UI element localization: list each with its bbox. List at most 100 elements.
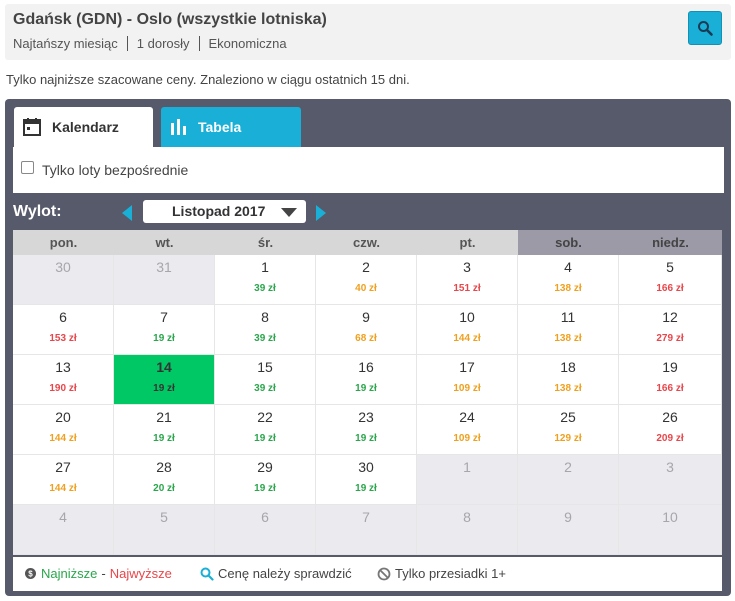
calendar-day[interactable]: 4 138 zł xyxy=(518,255,619,305)
search-icon xyxy=(200,567,214,581)
day-number: 13 xyxy=(55,359,71,375)
day-price: 19 zł xyxy=(153,433,175,444)
day-number: 23 xyxy=(358,409,374,425)
calendar-day[interactable]: 28 20 zł xyxy=(114,455,215,505)
calendar-day: 6 xyxy=(215,505,316,555)
day-number: 7 xyxy=(362,509,370,525)
day-price: 144 zł xyxy=(49,483,77,494)
filter-box: Tylko loty bezpośrednie xyxy=(13,147,724,193)
calendar-day: 2 xyxy=(518,455,619,505)
tab-calendar[interactable]: Kalendarz xyxy=(14,107,153,147)
day-price: 19 zł xyxy=(254,433,276,444)
legend-separator: - xyxy=(101,566,106,581)
calendar-day: 10 xyxy=(619,505,722,555)
day-price: 151 zł xyxy=(453,283,481,294)
day-price: 144 zł xyxy=(49,433,77,444)
day-number: 20 xyxy=(55,409,71,425)
day-number: 28 xyxy=(156,459,172,475)
search-icon xyxy=(698,21,713,36)
calendar-day[interactable]: 3 151 zł xyxy=(417,255,518,305)
day-number: 25 xyxy=(560,409,576,425)
calendar-day[interactable]: 8 39 zł xyxy=(215,305,316,355)
day-number: 3 xyxy=(666,459,674,475)
direct-only-option[interactable]: Tylko loty bezpośrednie xyxy=(21,160,189,178)
route-title: Gdańsk (GDN) - Oslo (wszystkie lotniska) xyxy=(13,11,327,28)
calendar-day[interactable]: 12 279 zł xyxy=(619,305,722,355)
legend-lowest: Najniższe xyxy=(41,566,98,581)
day-number: 3 xyxy=(463,259,471,275)
calendar-day[interactable]: 22 19 zł xyxy=(215,405,316,455)
calendar-day[interactable]: 26 209 zł xyxy=(619,405,722,455)
calendar-day[interactable]: 24 109 zł xyxy=(417,405,518,455)
calendar-day[interactable]: 2 40 zł xyxy=(316,255,417,305)
day-number: 8 xyxy=(261,309,269,325)
day-number: 17 xyxy=(459,359,475,375)
legend-check-price-label: Cenę należy sprawdzić xyxy=(218,566,352,581)
day-price: 39 zł xyxy=(254,283,276,294)
day-price: 109 zł xyxy=(453,383,481,394)
calendar-day[interactable]: 10 144 zł xyxy=(417,305,518,355)
svg-text:$: $ xyxy=(28,570,33,579)
month-select[interactable]: Listopad 2017 xyxy=(143,200,306,223)
calendar-day[interactable]: 18 138 zł xyxy=(518,355,619,405)
bar-chart-icon xyxy=(171,119,186,135)
day-price: 39 zł xyxy=(254,383,276,394)
day-price: 19 zł xyxy=(254,483,276,494)
price-calendar-panel: Kalendarz Tabela Tylko loty bezpośrednie… xyxy=(5,99,731,596)
day-number: 14 xyxy=(156,359,172,375)
search-button[interactable] xyxy=(688,11,722,45)
calendar-day: 7 xyxy=(316,505,417,555)
day-number: 4 xyxy=(564,259,572,275)
legend-stops-only-label: Tylko przesiadki 1+ xyxy=(395,566,506,581)
day-price: 19 zł xyxy=(153,333,175,344)
previous-month-arrow-icon[interactable] xyxy=(122,205,132,221)
calendar-day[interactable]: 5 166 zł xyxy=(619,255,722,305)
day-number: 9 xyxy=(362,309,370,325)
calendar-day[interactable]: 23 19 zł xyxy=(316,405,417,455)
calendar-day: 31 xyxy=(114,255,215,305)
calendar-day[interactable]: 1 39 zł xyxy=(215,255,316,305)
legend-price-range: $ Najniższe - Najwyższe xyxy=(24,566,172,581)
calendar-day[interactable]: 29 19 zł xyxy=(215,455,316,505)
day-number: 1 xyxy=(463,459,471,475)
day-number: 2 xyxy=(362,259,370,275)
day-price: 19 zł xyxy=(355,433,377,444)
price-note: Tylko najniższe szacowane ceny. Znalezio… xyxy=(6,72,410,87)
day-number: 6 xyxy=(59,309,67,325)
calendar-day[interactable]: 20 144 zł xyxy=(13,405,114,455)
calendar-day[interactable]: 21 19 zł xyxy=(114,405,215,455)
calendar-day[interactable]: 27 144 zł xyxy=(13,455,114,505)
day-number: 26 xyxy=(662,409,678,425)
tab-table[interactable]: Tabela xyxy=(161,107,301,147)
calendar-day[interactable]: 9 68 zł xyxy=(316,305,417,355)
day-price: 39 zł xyxy=(254,333,276,344)
passengers-label: 1 dorosły xyxy=(126,36,199,51)
day-price: 20 zł xyxy=(153,483,175,494)
next-month-arrow-icon[interactable] xyxy=(316,205,326,221)
calendar-day[interactable]: 30 19 zł xyxy=(316,455,417,505)
day-number: 5 xyxy=(666,259,674,275)
calendar-day[interactable]: 6 153 zł xyxy=(13,305,114,355)
day-price: 209 zł xyxy=(656,433,684,444)
calendar-day[interactable]: 11 138 zł xyxy=(518,305,619,355)
calendar-day[interactable]: 13 190 zł xyxy=(13,355,114,405)
direct-only-checkbox[interactable] xyxy=(21,160,34,174)
day-price: 68 zł xyxy=(355,333,377,344)
calendar-day[interactable]: 16 19 zł xyxy=(316,355,417,405)
day-number: 16 xyxy=(358,359,374,375)
calendar-grid: pon. wt. śr. czw. pt. sob. niedz. 30 31 1 3… xyxy=(13,230,722,555)
calendar-day[interactable]: 19 166 zł xyxy=(619,355,722,405)
day-price: 279 zł xyxy=(656,333,684,344)
weekday-tue: wt. xyxy=(114,230,215,255)
day-number: 1 xyxy=(261,259,269,275)
calendar-day-selected[interactable]: 14 19 zł xyxy=(114,355,215,405)
direct-only-label: Tylko loty bezpośrednie xyxy=(42,162,189,178)
calendar-day[interactable]: 15 39 zł xyxy=(215,355,316,405)
price-range-icon: $ xyxy=(25,568,36,579)
day-number: 31 xyxy=(156,259,172,275)
calendar-day[interactable]: 17 109 zł xyxy=(417,355,518,405)
calendar-day[interactable]: 7 19 zł xyxy=(114,305,215,355)
tab-calendar-label: Kalendarz xyxy=(52,119,119,135)
calendar-day[interactable]: 25 129 zł xyxy=(518,405,619,455)
day-number: 9 xyxy=(564,509,572,525)
